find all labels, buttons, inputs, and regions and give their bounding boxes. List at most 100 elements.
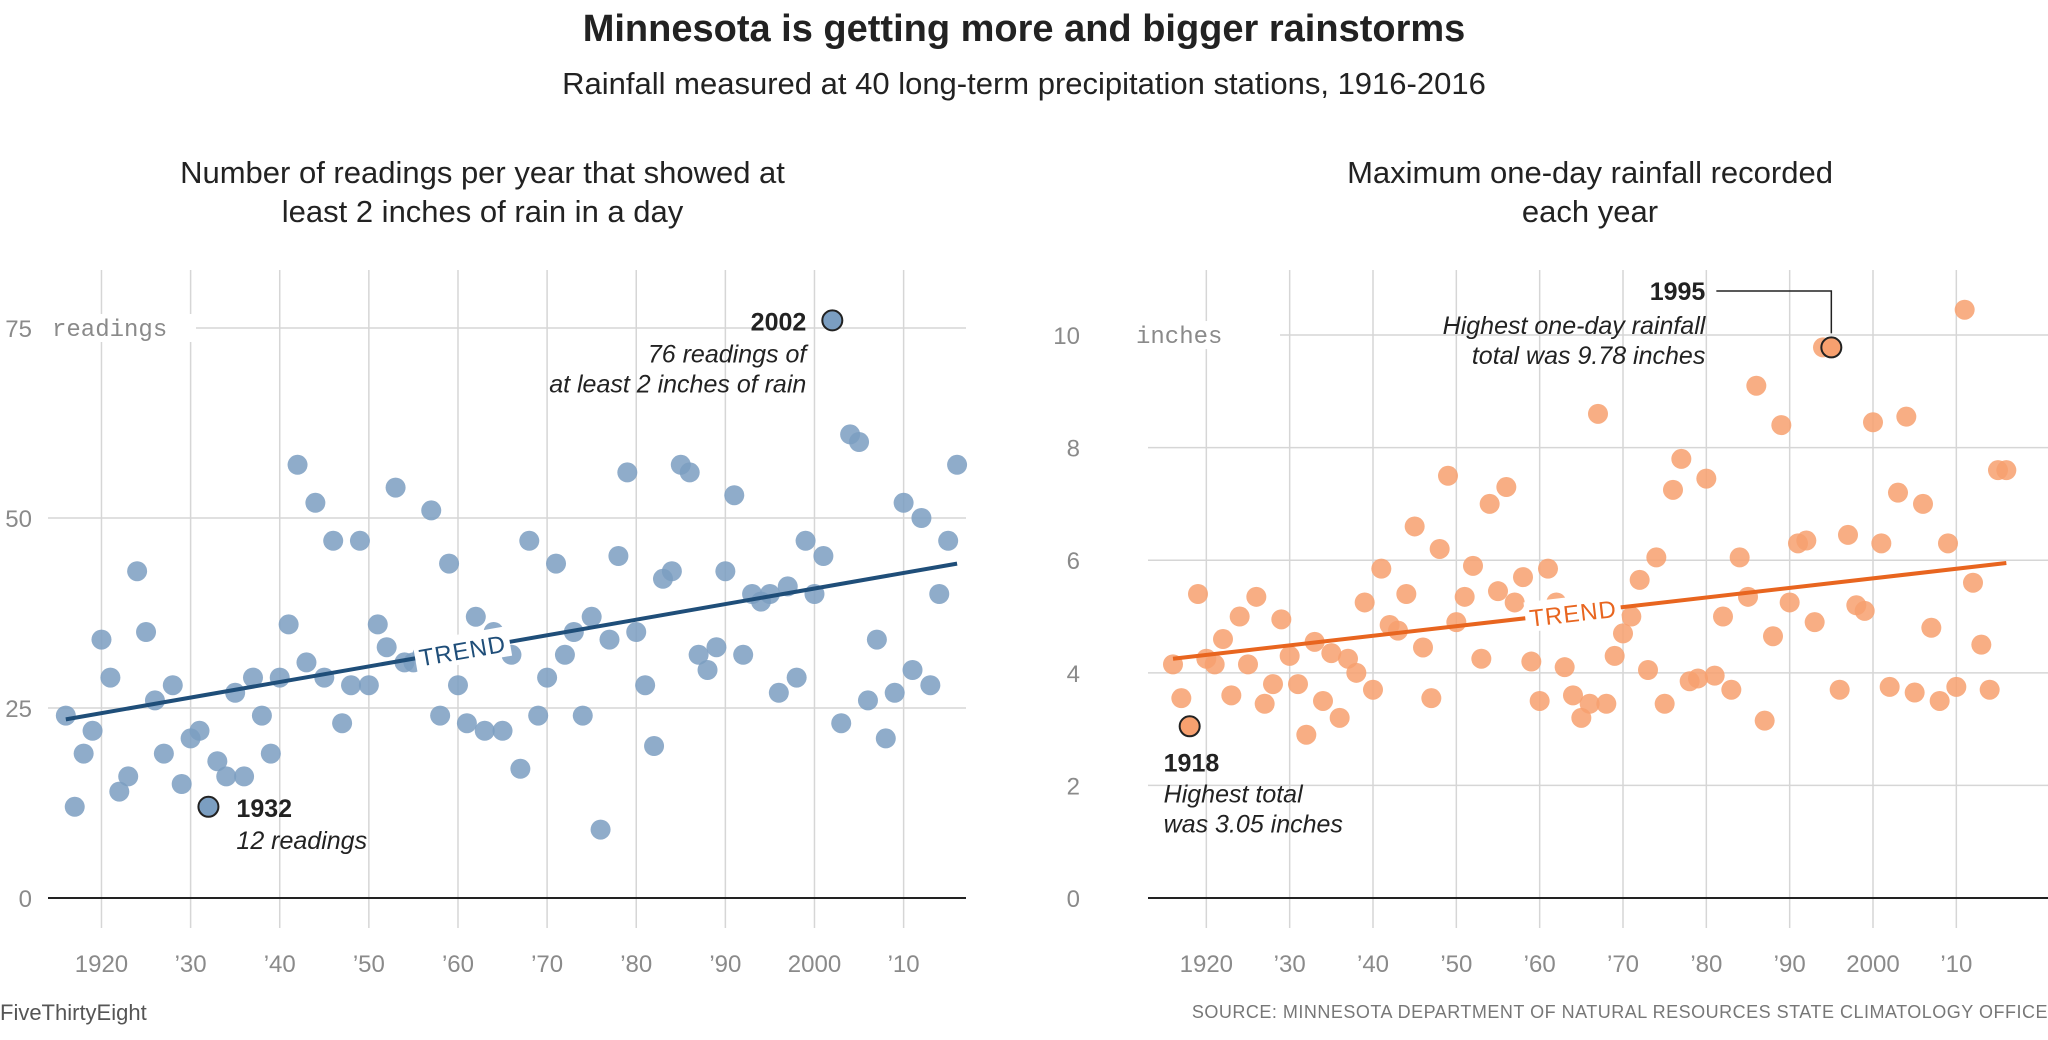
- left-data-point: [314, 667, 335, 688]
- left-data-point: [55, 705, 76, 726]
- left-data-point: [929, 584, 950, 604]
- right-data-point: [1554, 657, 1575, 678]
- left-data-point: [349, 530, 370, 551]
- right-data-point: [1913, 493, 1933, 514]
- right-data-point: [1563, 685, 1583, 706]
- right-data-point: [1213, 629, 1233, 650]
- right-data-point: [1871, 533, 1892, 554]
- left-data-point: [73, 743, 94, 764]
- left-data-point: [474, 720, 495, 741]
- right-data-point: [1404, 516, 1425, 537]
- left-annotation-text-1932: 12 readings: [236, 827, 367, 855]
- left-data-point: [679, 462, 700, 483]
- right-data-point: [1721, 679, 1742, 700]
- right-data-point: [1271, 609, 1292, 630]
- left-data-point: [768, 682, 789, 703]
- left-data-point: [492, 720, 513, 741]
- right-x-tick-label: 1920: [1180, 951, 1233, 978]
- footer-brand: FiveThirtyEight: [0, 1000, 147, 1025]
- right-x-tick-label: ’50: [1440, 951, 1472, 978]
- left-data-point: [162, 675, 183, 696]
- right-data-point: [1596, 693, 1617, 714]
- right-data-point: [1963, 572, 1983, 593]
- left-data-point: [385, 477, 406, 498]
- right-data-point: [1488, 581, 1508, 602]
- left-data-point: [546, 553, 567, 574]
- left-data-point: [153, 743, 174, 764]
- left-y-tick-label: 25: [5, 696, 32, 723]
- right-data-point: [1979, 679, 2000, 700]
- right-data-point: [1521, 651, 1542, 672]
- right-data-point: [1346, 662, 1367, 683]
- right-data-point: [1504, 592, 1525, 613]
- left-data-point: [795, 530, 816, 551]
- left-data-point: [358, 675, 379, 696]
- left-data-point: [590, 819, 611, 840]
- left-data-point: [510, 758, 531, 779]
- left-data-point: [724, 485, 745, 506]
- right-trend-label-bg: [1523, 591, 1623, 633]
- right-data-point: [1804, 612, 1825, 633]
- right-annotation-year-1918: 1918: [1164, 749, 1220, 777]
- left-unit-label-bg: [46, 314, 196, 342]
- left-data-point: [572, 705, 593, 726]
- right-unit-label-bg: [1130, 321, 1280, 350]
- right-annotation-leader-1995: [1716, 290, 1833, 334]
- left-data-point: [242, 667, 263, 688]
- left-data-point: [332, 713, 353, 734]
- left-data-point: [296, 652, 317, 673]
- right-unit-label: inches: [1136, 324, 1222, 351]
- right-y-tick-label: 2: [1067, 773, 1080, 800]
- left-data-point: [64, 796, 85, 817]
- left-data-point: [608, 546, 629, 566]
- right-data-point: [1954, 299, 1975, 320]
- right-data-point: [1254, 693, 1275, 714]
- right-data-point: [1371, 558, 1392, 579]
- left-data-point: [260, 743, 281, 764]
- left-data-point: [715, 561, 736, 582]
- right-data-point: [1229, 606, 1250, 627]
- right-data-point: [1946, 676, 1967, 697]
- right-data-point: [1938, 533, 1958, 554]
- chart-title: Minnesota is getting more and bigger rai…: [582, 8, 1466, 50]
- right-annotation-text-1918-line-2: was 3.05 inches: [1164, 810, 1343, 838]
- left-data-point: [234, 766, 255, 787]
- right-data-point: [1654, 693, 1675, 714]
- left-data-point: [688, 644, 709, 665]
- left-data-point: [884, 682, 905, 703]
- right-x-tick-label: ’10: [1940, 951, 1972, 978]
- right-data-point: [1429, 538, 1450, 559]
- footer-source: SOURCE: MINNESOTA DEPARTMENT OF NATURAL …: [1191, 1002, 2048, 1022]
- left-x-tick-label: ’60: [442, 951, 474, 978]
- right-annotation-text-1995-line-1: Highest one-day rainfall: [1443, 312, 1707, 340]
- right-annotation-text-1918-line-1: Highest total: [1164, 780, 1304, 808]
- right-data-point: [1604, 645, 1625, 666]
- left-panel-title-line-1: Number of readings per year that showed …: [180, 155, 785, 190]
- right-data-point: [1171, 688, 1192, 709]
- left-data-point: [661, 561, 682, 582]
- right-data-point: [1421, 688, 1442, 709]
- left-trend-label: TREND: [417, 631, 508, 673]
- left-data-point: [581, 606, 602, 627]
- left-data-point: [875, 728, 896, 749]
- left-trend-label-group: TREND: [412, 626, 513, 673]
- left-data-point: [439, 553, 460, 574]
- right-data-point: [1971, 634, 1992, 655]
- left-data-point: [216, 766, 237, 787]
- right-data-point: [1354, 592, 1375, 613]
- left-data-point: [857, 690, 878, 711]
- left-x-tick-label: ’90: [709, 951, 741, 978]
- right-y-tick-label: 4: [1067, 661, 1080, 688]
- right-data-point: [1313, 690, 1333, 711]
- right-annotation-text-1995-line-2: total was 9.78 inches: [1472, 342, 1705, 370]
- left-trend-label-bg: [412, 626, 513, 673]
- right-data-point: [1696, 468, 1717, 489]
- right-annotation-point-1995: [1820, 336, 1843, 359]
- left-data-point: [866, 629, 887, 650]
- right-data-point: [1879, 676, 1900, 697]
- right-y-tick-label: 8: [1067, 436, 1080, 463]
- right-data-point: [1496, 477, 1517, 498]
- left-annotation-point-2002: [821, 309, 844, 332]
- right-data-point: [1663, 479, 1683, 500]
- right-x-tick-label: 2000: [1846, 951, 1899, 978]
